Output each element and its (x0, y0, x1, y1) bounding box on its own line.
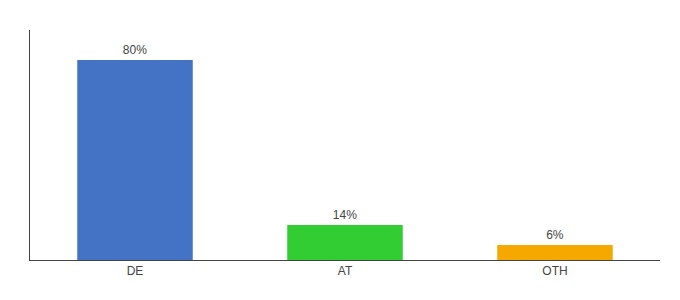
svg-text:DE: DE (127, 264, 144, 278)
svg-text:14%: 14% (333, 208, 357, 222)
svg-text:6%: 6% (546, 228, 564, 242)
svg-text:AT: AT (338, 264, 353, 278)
svg-text:80%: 80% (123, 43, 147, 57)
svg-text:OTH: OTH (542, 264, 567, 278)
